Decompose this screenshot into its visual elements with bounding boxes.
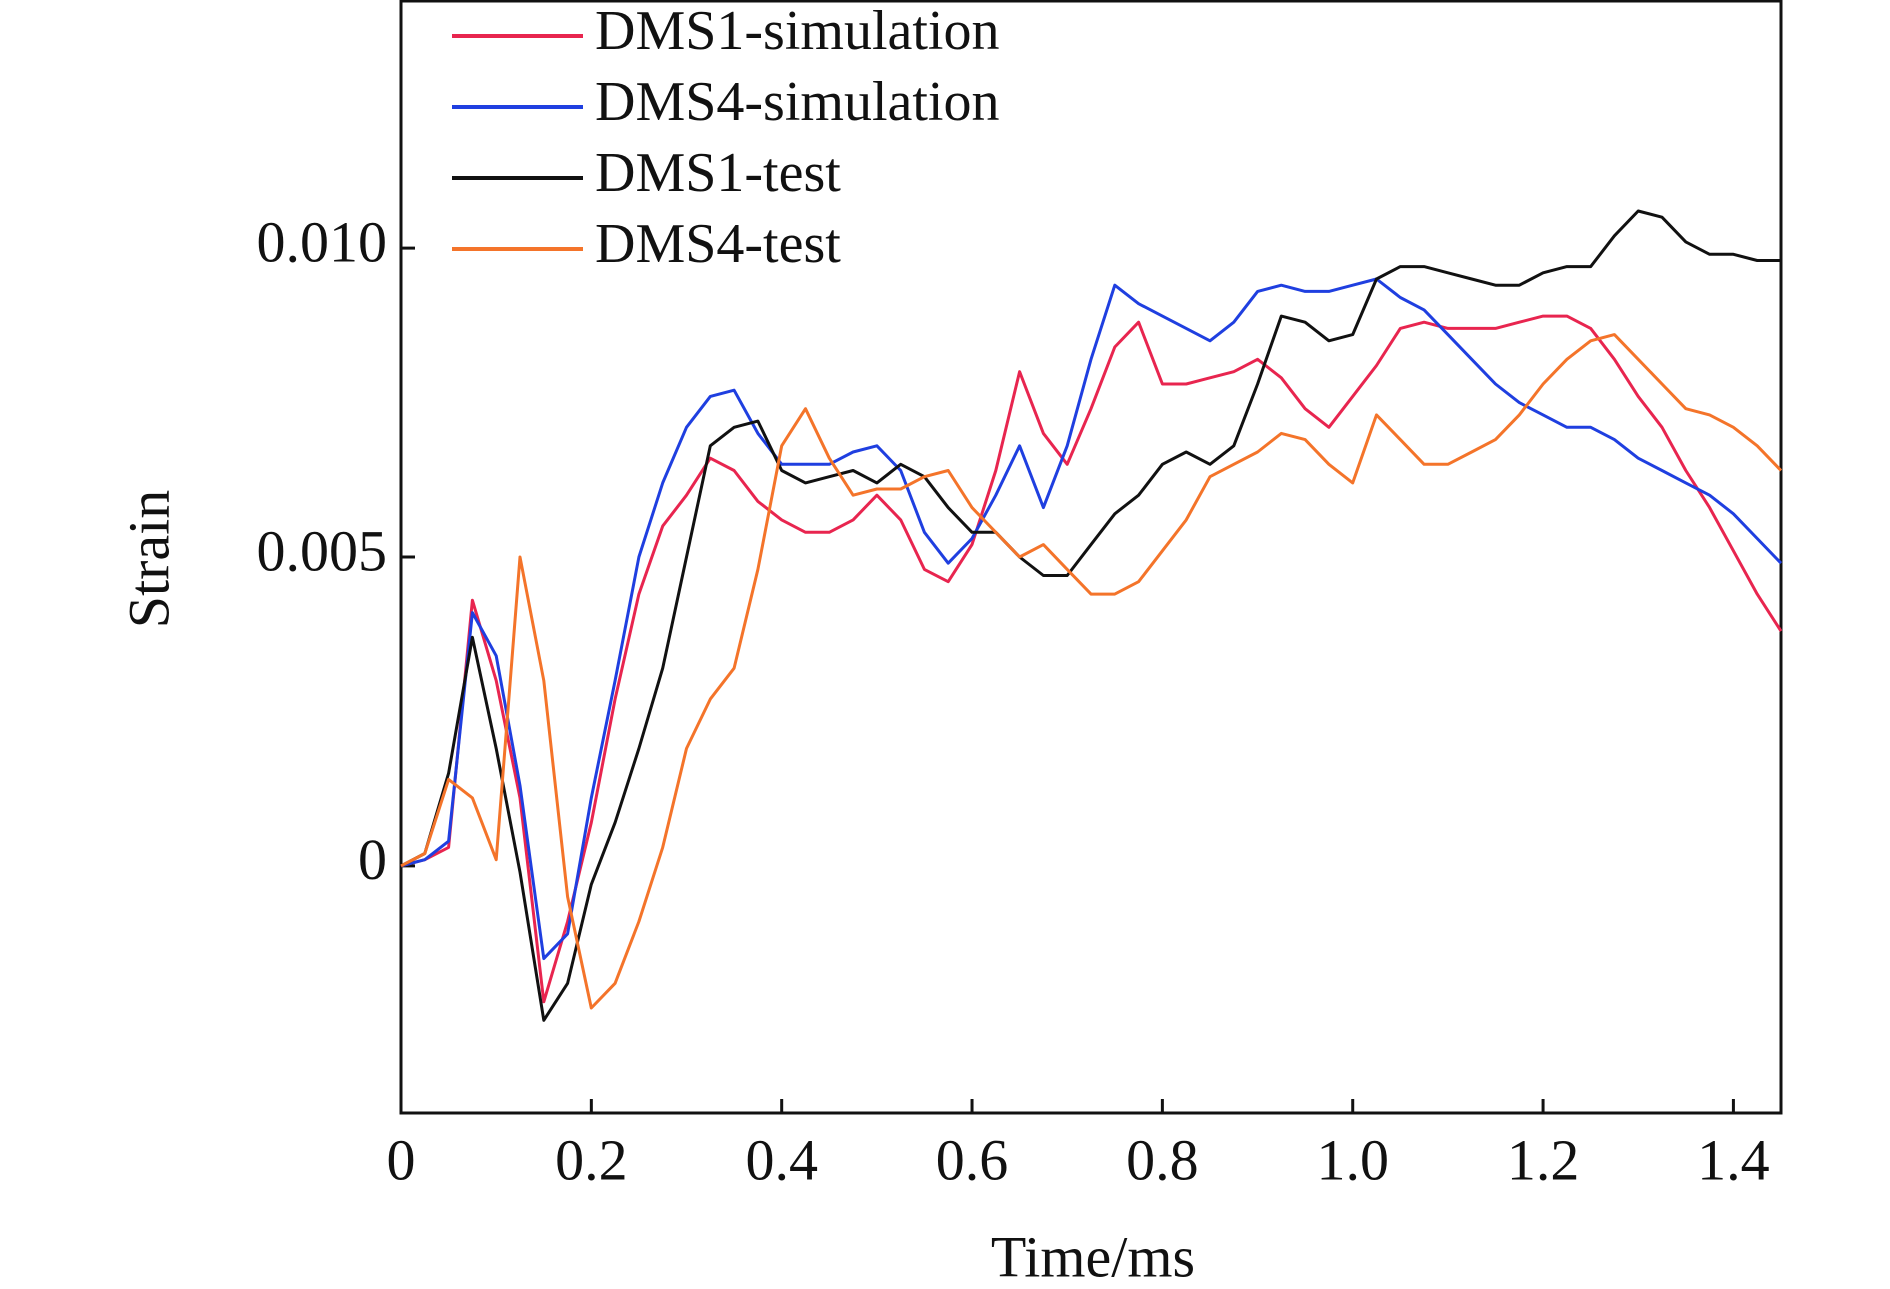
- legend-label: DMS1-simulation: [595, 0, 999, 62]
- legend-label: DMS4-simulation: [595, 71, 999, 133]
- y-tick-label: 0.005: [257, 518, 388, 583]
- series-line: [400, 277, 1783, 961]
- legend-label: DMS4-test: [595, 213, 841, 275]
- y-tick-label: 0.010: [257, 209, 388, 274]
- y-axis-label: Strain: [116, 490, 181, 629]
- y-tick-label: 0: [358, 827, 387, 892]
- series-line: [400, 209, 1781, 1022]
- series-line: [400, 333, 1783, 1010]
- series-line: [400, 314, 1783, 1004]
- legend-label: DMS1-test: [595, 142, 841, 204]
- x-tick-label: 0.6: [936, 1127, 1009, 1192]
- x-tick-label: 0: [387, 1127, 416, 1192]
- x-tick-label: 1.0: [1316, 1127, 1389, 1192]
- x-tick-label: 0.4: [745, 1127, 818, 1192]
- x-axis-label: Time/ms: [991, 1224, 1195, 1289]
- x-tick-label: 1.2: [1507, 1127, 1580, 1192]
- x-tick-label: 0.2: [555, 1127, 628, 1192]
- x-tick-label: 1.4: [1697, 1127, 1770, 1192]
- x-tick-label: 0.8: [1126, 1127, 1199, 1192]
